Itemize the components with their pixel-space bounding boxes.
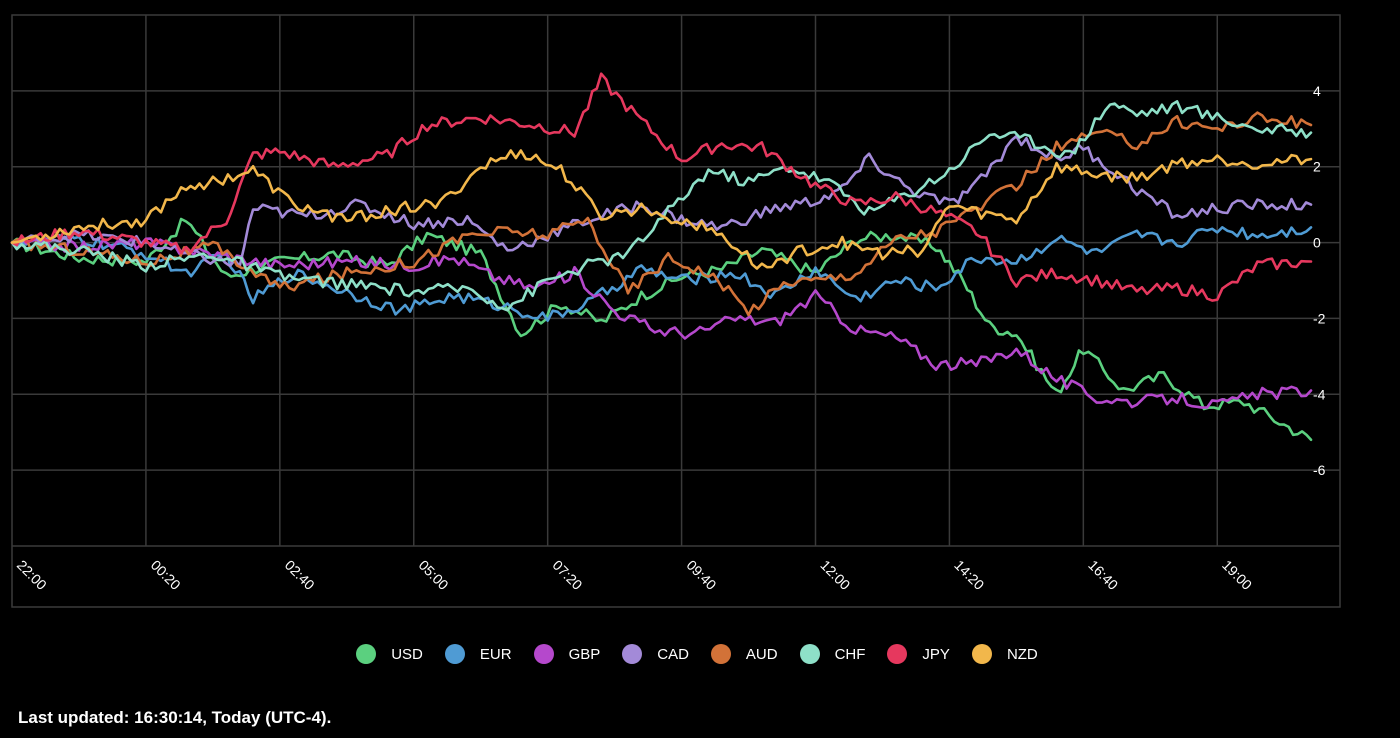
x-tick-label: 14:20 xyxy=(951,557,987,593)
y-tick-label: -4 xyxy=(1313,386,1326,402)
legend-item-eur[interactable]: EUR xyxy=(444,644,518,664)
legend-swatch xyxy=(533,644,554,664)
legend-swatch xyxy=(799,644,820,664)
series-line-jpy xyxy=(10,72,1313,302)
y-tick-label: -2 xyxy=(1313,310,1326,326)
line-chart: 4 2 0 -2 -4 -6 22:00 00:20 02:40 05:00 07:20 09:40 1… xyxy=(10,14,1341,608)
series-line-eur xyxy=(10,226,1313,322)
legend-swatch xyxy=(887,644,908,664)
y-tick-label: -6 xyxy=(1313,462,1326,478)
series-line-cad xyxy=(10,134,1313,268)
legend-label: EUR xyxy=(479,645,512,663)
legend-item-usd[interactable]: USD xyxy=(356,644,429,664)
legend-swatch xyxy=(444,644,465,664)
x-tick-label: 05:00 xyxy=(416,557,452,593)
grid-lines xyxy=(11,14,1341,608)
x-tick-label: 09:40 xyxy=(683,557,719,593)
legend-item-nzd[interactable]: NZD xyxy=(971,644,1044,664)
x-tick-label: 12:00 xyxy=(817,557,853,593)
chart-area: 4 2 0 -2 -4 -6 22:00 00:20 02:40 05:00 07:20 09:40 1… xyxy=(10,14,1341,608)
x-tick-label: 19:00 xyxy=(1219,557,1255,593)
x-tick-label: 07:20 xyxy=(550,557,586,593)
legend-label: AUD xyxy=(745,645,778,663)
legend-label: CAD xyxy=(657,645,689,663)
x-tick-labels: 22:00 00:20 02:40 05:00 07:20 09:40 12:00 14:20… xyxy=(14,557,1255,593)
legend-swatch xyxy=(622,644,643,664)
x-tick-label: 02:40 xyxy=(282,557,318,593)
series-line-chf xyxy=(10,100,1313,312)
last-updated-text: Last updated: 16:30:14, Today (UTC-4). xyxy=(18,708,332,727)
series-line-nzd xyxy=(10,149,1313,270)
y-tick-label: 0 xyxy=(1313,235,1321,251)
y-tick-label: 4 xyxy=(1313,83,1321,99)
y-tick-label: 2 xyxy=(1313,159,1321,175)
legend-item-aud[interactable]: AUD xyxy=(710,644,784,664)
series-lines xyxy=(10,72,1313,442)
legend-item-gbp[interactable]: GBP xyxy=(533,644,607,664)
legend-item-jpy[interactable]: JPY xyxy=(887,644,956,664)
x-tick-label: 22:00 xyxy=(14,557,50,593)
legend-label: JPY xyxy=(922,645,950,663)
series-line-usd xyxy=(10,217,1313,442)
chart-frame xyxy=(11,14,1341,608)
legend-swatch xyxy=(710,644,731,664)
x-tick-label: 16:40 xyxy=(1085,557,1121,593)
legend-item-chf[interactable]: CHF xyxy=(799,644,872,664)
legend-label: GBP xyxy=(568,645,601,663)
legend-label: CHF xyxy=(834,645,866,663)
legend-swatch xyxy=(356,644,377,664)
legend-label: USD xyxy=(391,645,423,663)
legend-label: NZD xyxy=(1006,645,1038,663)
x-tick-label: 00:20 xyxy=(148,557,184,593)
legend-swatch xyxy=(971,644,992,664)
legend-item-cad[interactable]: CAD xyxy=(622,644,695,664)
series-line-aud xyxy=(10,111,1313,317)
y-tick-labels: 4 2 0 -2 -4 -6 xyxy=(1313,83,1326,478)
chart-legend: USD EUR GBP CAD AUD CHF JPY NZD xyxy=(0,638,1400,670)
